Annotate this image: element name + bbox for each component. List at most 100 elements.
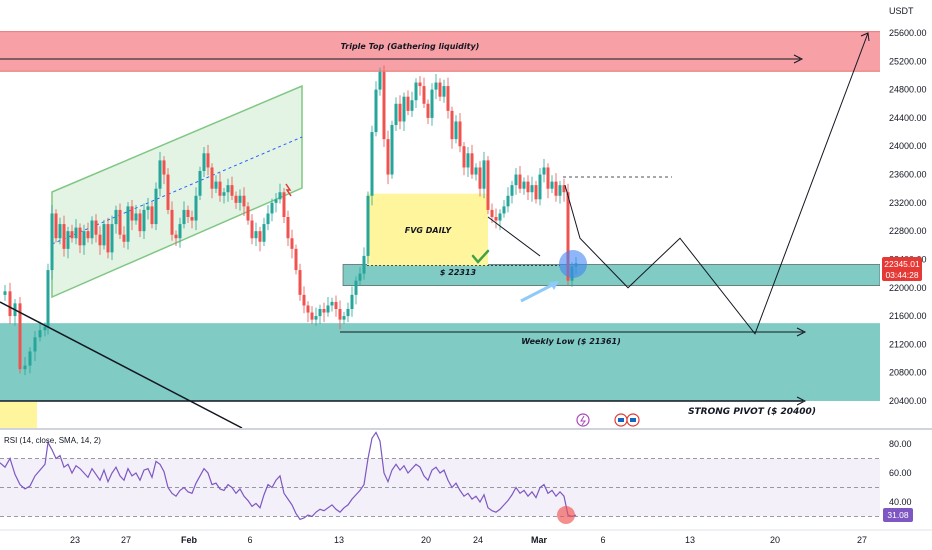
blue-arrow xyxy=(520,281,557,303)
projection-arrowhead xyxy=(860,32,870,42)
price-tick-label: 23200.00 xyxy=(889,198,927,208)
time-tick-label: 20 xyxy=(421,535,431,545)
candle-body xyxy=(3,291,7,295)
candle-body xyxy=(82,231,86,246)
rsi-pane[interactable]: 80.00 60.00 40.00 31.08 xyxy=(0,431,913,525)
candle-body xyxy=(166,174,170,210)
rsi-highlight-circle xyxy=(557,506,575,525)
candle-body xyxy=(98,234,102,246)
candle-body xyxy=(78,227,82,246)
candle-body xyxy=(154,188,158,225)
candle-body xyxy=(94,220,98,235)
flag-glyph xyxy=(618,418,624,422)
candle-body xyxy=(318,309,322,317)
candle-body xyxy=(414,82,418,101)
rsi-tick-label: 80.00 xyxy=(889,439,912,449)
price-tick-label: 25200.00 xyxy=(889,56,927,66)
time-tick-label: 13 xyxy=(685,535,695,545)
candle-body xyxy=(534,185,538,200)
candle-body xyxy=(330,301,334,306)
event-lightning-icon[interactable] xyxy=(576,413,590,427)
triple-top-label: Triple Top (Gathering liquidity) xyxy=(341,42,480,51)
candle-body xyxy=(434,82,438,90)
candle-body xyxy=(326,305,330,313)
candle-body xyxy=(522,181,526,189)
candle-body xyxy=(370,132,374,196)
candle-body xyxy=(270,202,274,214)
price-tick-label: 24000.00 xyxy=(889,141,927,151)
price-tick-label: 21600.00 xyxy=(889,311,927,321)
candle-body xyxy=(206,153,210,168)
strong-pivot-arrowhead xyxy=(796,396,807,406)
candle-body xyxy=(430,89,434,118)
candle-body xyxy=(426,103,430,118)
candle-body xyxy=(502,206,506,214)
price-tick-label: 20400.00 xyxy=(889,396,927,406)
candle-body xyxy=(322,309,326,313)
rsi-tick-label: 40.00 xyxy=(889,497,912,507)
candle-body xyxy=(554,181,558,196)
check-icon xyxy=(471,249,490,264)
candle-body xyxy=(450,110,454,140)
time-tick-label: 6 xyxy=(247,535,252,545)
candle-body xyxy=(538,174,542,200)
fvg-daily-label: FVG DAILY xyxy=(405,226,453,235)
candle-body xyxy=(226,185,230,193)
candle-body xyxy=(438,82,442,97)
candle-body xyxy=(58,224,62,239)
candle-body xyxy=(54,213,58,239)
candle-body xyxy=(134,213,138,221)
strong-pivot-label: STRONG PIVOT ($ 20400) xyxy=(688,407,816,417)
candle-body xyxy=(354,280,358,295)
candle-body xyxy=(46,270,50,327)
candle-body xyxy=(306,305,310,313)
candle-body xyxy=(342,316,346,320)
candle-body xyxy=(358,273,362,281)
time-tick-label: 23 xyxy=(70,535,80,545)
candle-body xyxy=(466,153,470,168)
candle-body xyxy=(90,220,94,239)
price-tick-label: 25600.00 xyxy=(889,28,927,38)
descending-trendline xyxy=(0,301,243,429)
candle-body xyxy=(146,206,150,210)
candle-body xyxy=(162,160,166,175)
candle-body xyxy=(374,89,378,133)
candle-body xyxy=(506,195,510,207)
rsi-line xyxy=(0,431,577,521)
candle-body xyxy=(130,206,134,221)
weekly-low-arrowhead xyxy=(796,327,807,337)
rsi-band xyxy=(0,458,880,517)
price-tick-label: 23600.00 xyxy=(889,170,927,180)
candle-body xyxy=(202,153,206,171)
bar-countdown: 03:44:28 xyxy=(885,270,918,280)
candle-body xyxy=(70,231,74,239)
price-tick-label: 20800.00 xyxy=(889,368,927,378)
candle-body xyxy=(138,213,142,232)
candle-body xyxy=(482,160,486,189)
candle-body xyxy=(122,234,126,242)
lightning-icon xyxy=(285,183,292,197)
time-tick-label: Mar xyxy=(531,535,548,545)
candle-body xyxy=(382,71,386,140)
candle-body xyxy=(378,71,382,90)
candle-body xyxy=(294,248,298,271)
path-segment xyxy=(487,216,541,257)
candle-body xyxy=(486,160,490,210)
candle-body xyxy=(566,192,570,281)
time-axis[interactable]: 23 27 Feb 6 13 20 24 Mar 6 13 20 27 xyxy=(70,535,867,545)
candle-body xyxy=(266,213,270,225)
candle-body xyxy=(102,224,106,246)
candle-body xyxy=(498,213,502,221)
candle-body xyxy=(402,96,406,122)
candle-body xyxy=(114,209,118,225)
candle-body xyxy=(350,294,354,309)
candle-body xyxy=(186,209,190,217)
candle-body xyxy=(214,181,218,189)
candle-body xyxy=(546,167,550,189)
flag-glyph xyxy=(630,418,636,422)
candle-body xyxy=(510,185,514,196)
candle-body xyxy=(478,167,482,189)
candle-body xyxy=(86,231,90,239)
candle-body xyxy=(110,224,114,253)
